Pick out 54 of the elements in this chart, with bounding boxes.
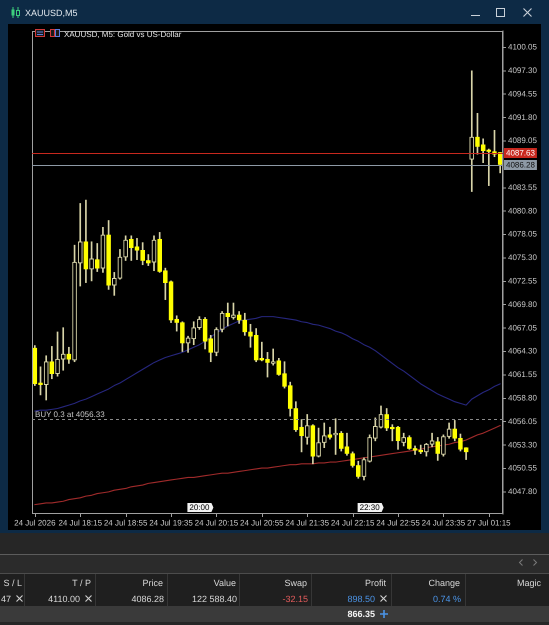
x-tick-label: 24 Jul 2026 <box>14 518 56 528</box>
text: 122 588.40 <box>192 594 237 604</box>
y-tick-label: 4083.55 <box>508 182 538 192</box>
y-tick-label: 4078.05 <box>508 230 538 239</box>
category-label: Swap <box>284 578 307 588</box>
category-label: Price <box>142 578 163 588</box>
chart-subtitle: XAUUSD, M5: Gold vs US-Dollar <box>64 30 182 38</box>
y-tick-label: 4069.80 <box>508 300 538 309</box>
y-tick-label: 4089.05 <box>508 136 538 146</box>
y-tick-label: 4094.55 <box>508 89 538 98</box>
x-tick-label: 22:30 <box>360 503 380 512</box>
category-label: Value <box>214 578 236 588</box>
y-tick-label: 4091.80 <box>508 112 538 122</box>
category-label: Magic <box>516 578 541 588</box>
y-tick-label: 4097.30 <box>508 66 538 75</box>
ref-line-label: 4087.63 <box>506 148 536 158</box>
y-tick-label: 4050.55 <box>508 464 538 473</box>
y-tick-label: 4047.80 <box>508 487 538 496</box>
text: 4110.00 <box>48 594 80 604</box>
y-tick-label: 4058.80 <box>508 394 538 403</box>
y-tick-label: 4056.05 <box>508 416 538 426</box>
y-tick-label: 4067.05 <box>508 323 538 332</box>
x-tick-label: 24 Jul 18:55 <box>104 518 148 528</box>
y-tick-label: 4080.80 <box>508 206 538 216</box>
text: -32.15 <box>282 594 308 604</box>
category-label: T / P <box>72 578 91 588</box>
candlestick <box>231 302 236 320</box>
text: 0.74 % <box>432 594 461 604</box>
y-tick-label: 4072.55 <box>508 276 538 286</box>
x-tick-label: 24 Jul 20:55 <box>240 518 284 528</box>
x-tick-label: 24 Jul 23:35 <box>422 518 466 528</box>
x-tick-label: 24 Jul 20:15 <box>194 518 239 528</box>
x-tick-label: 24 Jul 19:35 <box>149 518 194 528</box>
x-tick-label: 27 Jul 01:15 <box>467 518 512 528</box>
y-tick-label: 4100.05 <box>508 42 538 52</box>
text: 4086.28 <box>131 594 164 604</box>
x-tick-label: 24 Jul 22:55 <box>376 518 420 528</box>
text: 866.35 <box>347 609 375 619</box>
y-tick-label: 4053.30 <box>508 440 538 450</box>
x-tick-label: 24 Jul 18:15 <box>58 518 103 528</box>
x-tick-label: 20:00 <box>189 503 210 512</box>
category-label: S / L <box>3 578 22 588</box>
y-tick-label: 4075.30 <box>508 253 538 262</box>
x-tick-label: 24 Jul 22:15 <box>330 518 375 528</box>
ref-line-label: 4086.28 <box>506 160 536 170</box>
x-tick-label: 24 Jul 21:35 <box>285 518 330 528</box>
ref-line-label: BUY 0.3 at 4056.33 <box>35 410 106 419</box>
text: 898.50 <box>347 594 375 604</box>
y-tick-label: 4064.30 <box>508 346 538 356</box>
category-label: Profit <box>364 578 386 588</box>
y-tick-label: 4061.55 <box>508 370 538 380</box>
category-label: Change <box>428 578 460 588</box>
chart-title: XAUUSD,M5 <box>25 8 78 18</box>
text: 47 <box>0 594 11 604</box>
